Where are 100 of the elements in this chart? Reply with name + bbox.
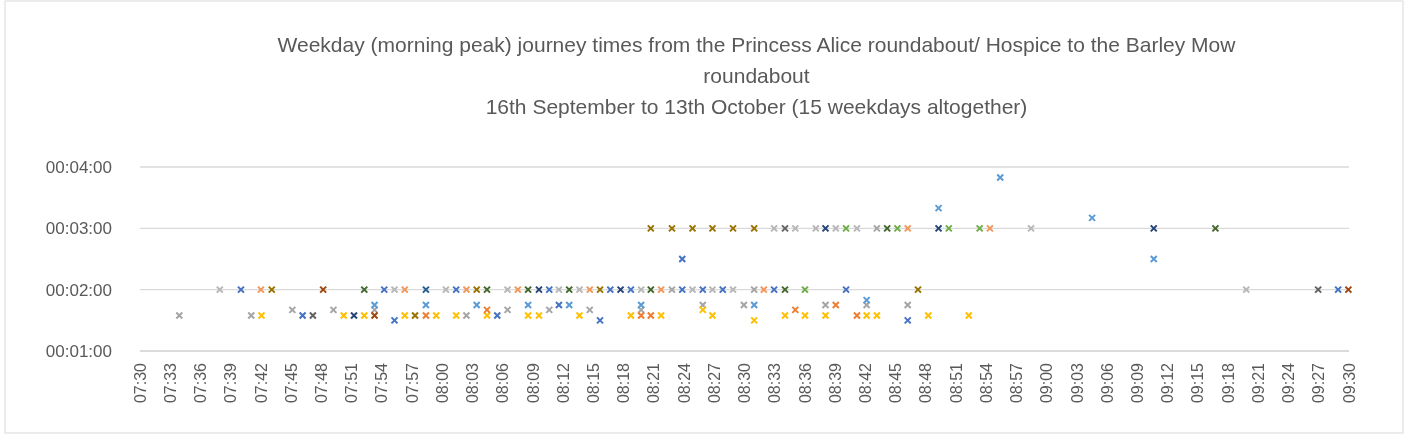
point bbox=[903, 316, 912, 325]
x-tick-label: 08:00 bbox=[433, 362, 451, 404]
point bbox=[800, 285, 809, 294]
point bbox=[524, 301, 533, 309]
point bbox=[708, 285, 717, 294]
point bbox=[729, 224, 738, 233]
point bbox=[924, 311, 933, 320]
x-tick-label: 09:24 bbox=[1280, 362, 1298, 404]
point bbox=[667, 285, 676, 294]
point bbox=[236, 285, 245, 294]
y-tick-label: 00:04:00 bbox=[45, 157, 112, 177]
x-tick-label: 08:51 bbox=[947, 362, 965, 404]
point bbox=[390, 285, 399, 294]
point bbox=[472, 301, 481, 309]
point bbox=[678, 255, 687, 263]
point bbox=[903, 301, 912, 309]
x-tick-label: 09:21 bbox=[1249, 362, 1267, 404]
point bbox=[718, 285, 727, 294]
point bbox=[421, 301, 430, 309]
point bbox=[903, 224, 912, 233]
point bbox=[975, 224, 984, 233]
point bbox=[913, 285, 922, 294]
x-tick-label: 07:51 bbox=[343, 362, 361, 404]
point bbox=[565, 301, 574, 309]
point bbox=[708, 311, 717, 320]
point bbox=[534, 285, 543, 294]
point bbox=[1344, 285, 1353, 294]
x-tick-label: 08:21 bbox=[645, 362, 663, 404]
point bbox=[339, 311, 348, 320]
x-tick-label: 09:27 bbox=[1310, 362, 1328, 404]
point bbox=[985, 224, 994, 233]
point bbox=[791, 224, 800, 233]
x-tick-label: 08:42 bbox=[857, 362, 874, 404]
point bbox=[585, 305, 594, 314]
point bbox=[360, 285, 369, 294]
x-tick-label: 09:03 bbox=[1068, 362, 1086, 404]
chart-title: Weekday (morning peak) journey times from the Princess Alice roundabout/ Hospice to the Barley Mow roundabout bbox=[277, 33, 1237, 87]
y-tick-label: 00:01:00 bbox=[45, 341, 112, 361]
x-tick-label: 08:57 bbox=[1008, 362, 1026, 404]
point bbox=[585, 285, 594, 294]
x-tick-label: 08:24 bbox=[675, 362, 693, 404]
x-tick-label: 09:00 bbox=[1038, 362, 1056, 404]
point bbox=[175, 311, 184, 320]
point bbox=[247, 311, 256, 320]
point bbox=[667, 224, 676, 233]
x-tick-label: 07:48 bbox=[312, 362, 330, 404]
point bbox=[545, 285, 554, 294]
x-tick-label: 09:30 bbox=[1340, 362, 1358, 404]
point bbox=[821, 224, 830, 233]
point bbox=[545, 305, 554, 314]
x-tick-label: 08:06 bbox=[494, 362, 512, 404]
point bbox=[729, 285, 738, 294]
x-tick-label: 07:54 bbox=[373, 362, 391, 404]
point bbox=[893, 224, 902, 233]
point bbox=[1088, 213, 1097, 222]
point bbox=[750, 301, 759, 309]
x-tick-label: 08:27 bbox=[705, 362, 723, 404]
point bbox=[852, 224, 861, 233]
x-tick-label: 09:15 bbox=[1189, 362, 1207, 404]
point bbox=[698, 305, 707, 314]
point bbox=[708, 224, 717, 233]
point bbox=[596, 285, 605, 294]
point bbox=[1027, 224, 1036, 233]
x-tick-label: 07:36 bbox=[192, 362, 210, 404]
point bbox=[781, 224, 789, 233]
x-tick-label: 09:06 bbox=[1098, 362, 1116, 404]
point bbox=[791, 305, 800, 314]
y-tick-label: 00:02:00 bbox=[45, 280, 112, 300]
point bbox=[298, 311, 307, 320]
point bbox=[575, 285, 584, 294]
point bbox=[1211, 224, 1220, 233]
x-tick-label: 09:18 bbox=[1219, 362, 1237, 404]
point bbox=[831, 301, 840, 309]
point bbox=[781, 285, 789, 294]
point bbox=[637, 301, 646, 309]
x-tick-label: 07:42 bbox=[252, 362, 270, 404]
x-tick-label: 08:54 bbox=[977, 362, 995, 404]
point bbox=[862, 311, 871, 320]
x-tick-label: 08:36 bbox=[796, 362, 814, 404]
x-tick-label: 08:12 bbox=[554, 362, 572, 404]
point bbox=[472, 285, 481, 294]
point bbox=[360, 311, 369, 320]
point bbox=[575, 311, 584, 320]
point bbox=[964, 311, 973, 320]
point bbox=[842, 285, 851, 294]
point bbox=[482, 305, 491, 314]
point bbox=[739, 301, 748, 309]
x-tick-label: 08:15 bbox=[584, 362, 602, 404]
point bbox=[462, 285, 471, 294]
x-tick-label: 08:45 bbox=[887, 362, 905, 404]
point bbox=[462, 311, 471, 320]
point bbox=[554, 301, 563, 309]
point bbox=[493, 311, 502, 320]
x-tick-label: 08:30 bbox=[736, 362, 754, 404]
point bbox=[934, 224, 943, 233]
x-tick-label: 08:33 bbox=[766, 362, 784, 404]
point bbox=[400, 311, 409, 320]
x-tick-label: 07:33 bbox=[161, 362, 179, 404]
point bbox=[257, 311, 266, 320]
point bbox=[996, 173, 1005, 182]
